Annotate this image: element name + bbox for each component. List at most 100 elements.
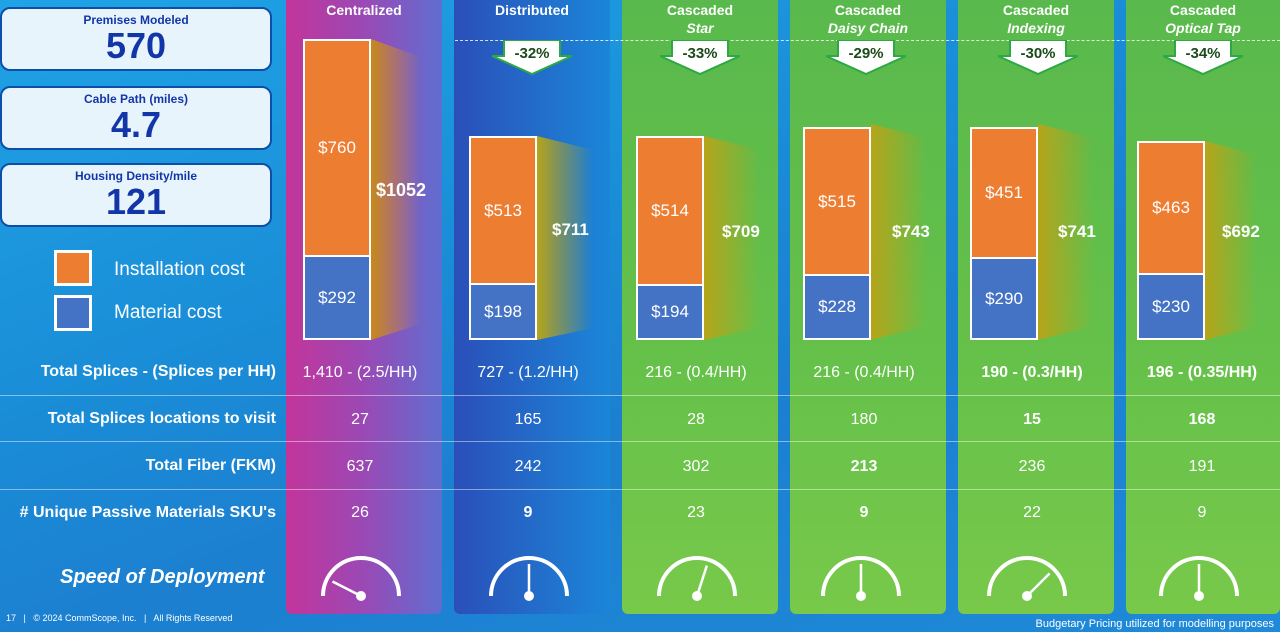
installation-cost-bar: $451 <box>970 127 1038 259</box>
column-title-main: Centralized <box>326 2 402 18</box>
column-title: Cascaded Daisy Chain <box>790 1 946 37</box>
table-cell: 213 <box>850 458 878 475</box>
table-cell: 165 <box>514 411 542 428</box>
table-cell: 180 <box>850 411 878 428</box>
column-title-main: Cascaded <box>834 2 902 18</box>
row-label-splice-locations: Total Splices locations to visit <box>47 410 276 427</box>
row-label-total-fiber: Total Fiber (FKM) <box>145 457 276 474</box>
gauge-needle <box>695 565 709 597</box>
table-cell: 27 <box>351 411 369 428</box>
gauge-needle <box>331 580 362 598</box>
gauge-arc <box>987 556 1067 597</box>
gauge-hub <box>856 591 866 601</box>
column-title: Cascaded Optical Tap <box>1126 1 1280 37</box>
material-cost-bar: $194 <box>636 284 704 340</box>
metric-cable-path: Cable Path (miles) 4.7 <box>0 86 272 150</box>
gauge-hub <box>524 591 534 601</box>
legend-installation-swatch <box>54 250 92 286</box>
down-arrow-icon <box>997 39 1079 76</box>
legend-installation-label: Installation cost <box>114 259 245 280</box>
gauge-arc <box>321 556 401 597</box>
gauge-hub <box>356 591 366 601</box>
speed-of-deployment-label: Speed of Deployment <box>60 566 265 588</box>
row-divider <box>0 489 1280 490</box>
total-wedge <box>1038 124 1094 340</box>
total-cost: $741 <box>1058 222 1096 241</box>
speedometer-icon <box>657 556 737 601</box>
total-cost: $692 <box>1222 222 1260 241</box>
table-cell: 190 - (0.3/HH) <box>981 364 1083 381</box>
metric-value: 4.7 <box>110 104 162 145</box>
footer-copyright: 17 | © 2024 CommScope, Inc. | All Rights… <box>6 613 233 623</box>
change-value: -33% <box>682 45 718 62</box>
total-wedge <box>537 136 593 340</box>
table-cell: 637 <box>346 458 374 475</box>
table-cell: 242 <box>514 458 542 475</box>
installation-cost-bar: $463 <box>1137 141 1205 275</box>
table-cell: 22 <box>1023 504 1041 521</box>
change-arrow: -29% <box>825 39 907 81</box>
column-title-sub: Indexing <box>1007 20 1065 36</box>
total-cost: $1052 <box>376 180 427 200</box>
gauge-needle <box>1026 572 1051 597</box>
material-cost-bar: $198 <box>469 283 537 340</box>
gauge-hub <box>1022 591 1032 601</box>
speedometer-icon <box>987 556 1067 601</box>
column-title-main: Cascaded <box>1169 2 1237 18</box>
down-arrow-icon <box>825 39 907 76</box>
change-value: -29% <box>848 45 884 62</box>
change-arrow: -30% <box>997 39 1079 81</box>
table-cell: 302 <box>682 458 710 475</box>
column-title: Cascaded Indexing <box>958 1 1114 37</box>
table-cell: 236 <box>1018 458 1046 475</box>
table-cell: 168 <box>1188 411 1216 428</box>
total-wedge <box>371 39 421 340</box>
table-cell: 191 <box>1188 458 1216 475</box>
table-cell: 727 - (1.2/HH) <box>477 364 579 381</box>
table-cell: 216 - (0.4/HH) <box>813 364 915 381</box>
footer-note: Budgetary Pricing utilized for modelling… <box>1035 618 1274 630</box>
material-cost-bar: $292 <box>303 255 371 340</box>
gauge-arc <box>489 556 569 597</box>
gauge-arc <box>821 556 901 597</box>
down-arrow-icon <box>659 39 741 76</box>
table-cell: 28 <box>687 411 705 428</box>
column-title-main: Cascaded <box>1002 2 1070 18</box>
material-cost-bar: $230 <box>1137 273 1205 340</box>
metric-label: Housing Density/mile <box>74 169 198 183</box>
metric-label: Premises Modeled <box>83 13 189 27</box>
legend-material-swatch <box>54 295 92 331</box>
column-title: Centralized <box>286 1 442 19</box>
total-cost: $711 <box>552 220 589 239</box>
speedometer-icon <box>1159 556 1239 601</box>
table-cell: 9 <box>859 504 869 521</box>
total-cost: $743 <box>892 222 930 241</box>
table-cell: 216 - (0.4/HH) <box>645 364 747 381</box>
legend-material-label: Material cost <box>114 302 222 323</box>
material-cost-bar: $290 <box>970 257 1038 340</box>
column-title-sub: Star <box>686 20 714 36</box>
column-title-sub: Optical Tap <box>1165 20 1241 36</box>
metric-value: 570 <box>105 25 167 66</box>
change-value: -32% <box>514 45 550 62</box>
table-cell: 196 - (0.35/HH) <box>1146 364 1258 381</box>
metric-value: 121 <box>105 181 167 222</box>
gauge-hub <box>1194 591 1204 601</box>
total-wedge <box>1205 141 1257 340</box>
installation-cost-bar: $760 <box>303 39 371 257</box>
column-title: Distributed <box>454 1 610 19</box>
speedometer-icon <box>321 556 401 601</box>
change-arrow: -32% <box>491 39 573 81</box>
column-title-main: Cascaded <box>666 2 734 18</box>
total-cost: $709 <box>722 222 760 241</box>
installation-cost-bar: $514 <box>636 136 704 286</box>
table-cell: 23 <box>687 504 705 521</box>
table-cell: 9 <box>523 504 533 521</box>
table-cell: 1,410 - (2.5/HH) <box>302 364 418 381</box>
total-wedge <box>704 136 760 340</box>
change-value: -30% <box>1020 45 1056 62</box>
speedometer-icon <box>821 556 901 601</box>
installation-cost-bar: $513 <box>469 136 537 285</box>
table-cell: 15 <box>1023 411 1041 428</box>
speedometer-icon <box>489 556 569 601</box>
